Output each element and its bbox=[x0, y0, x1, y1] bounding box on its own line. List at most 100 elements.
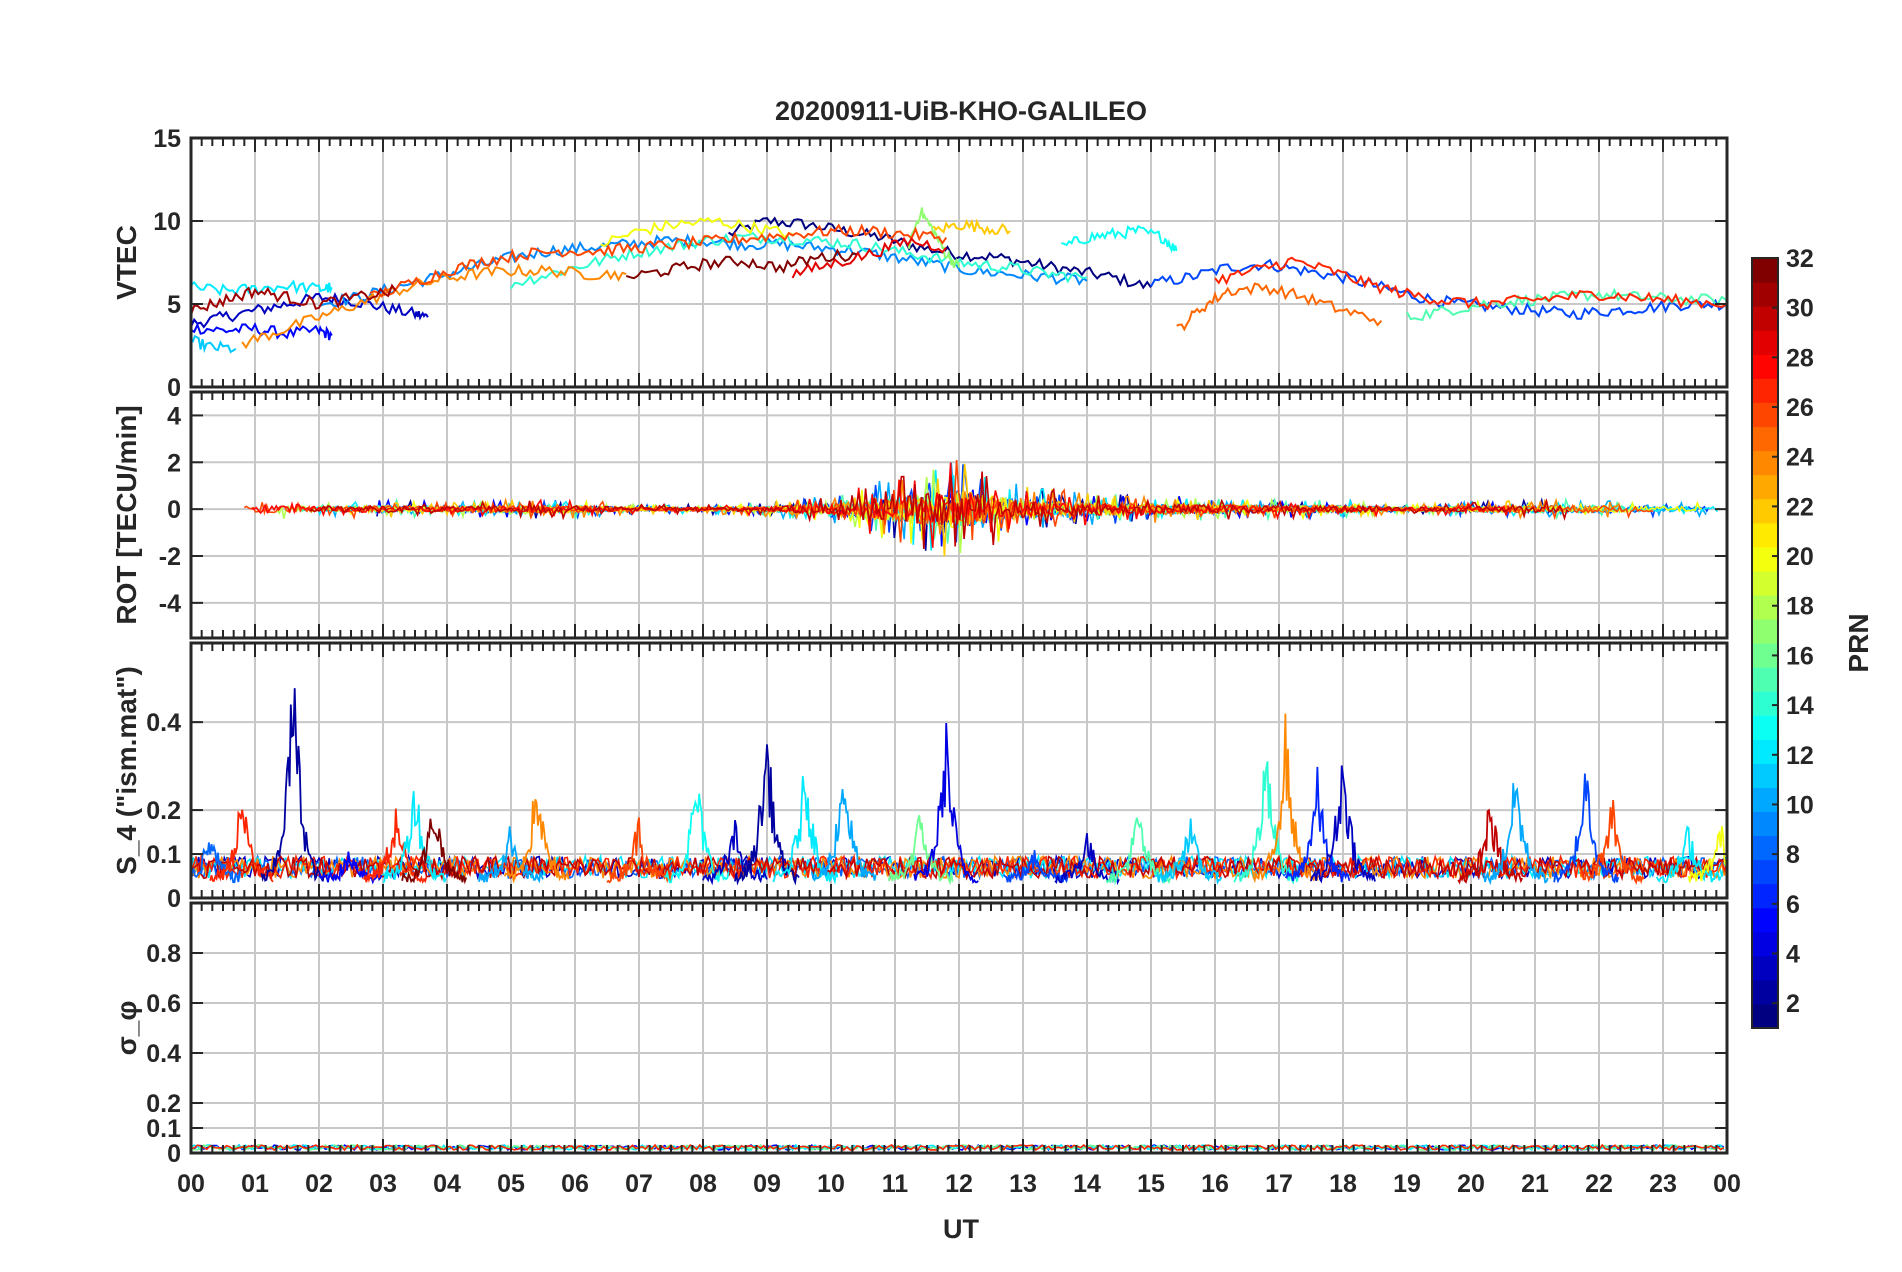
x-tick-label: 07 bbox=[625, 1170, 653, 1198]
colorbar-label: PRN bbox=[1843, 613, 1874, 672]
x-tick-label: 15 bbox=[1137, 1170, 1165, 1198]
chart-title: 20200911-UiB-KHO-GALILEO bbox=[775, 96, 1147, 126]
colorbar-tick-label: 4 bbox=[1786, 940, 1800, 968]
series-prn-29 bbox=[791, 236, 947, 279]
colorbar-tick-label: 32 bbox=[1786, 245, 1814, 273]
colorbar-tick-label: 6 bbox=[1786, 891, 1800, 919]
y-tick-label: 0.2 bbox=[146, 797, 181, 825]
y-tick-label: 0 bbox=[167, 885, 181, 913]
s4-spike-prn-7 bbox=[1553, 773, 1620, 884]
panel-3-x-ticks bbox=[190, 643, 1728, 898]
x-tick-label: 10 bbox=[817, 1170, 845, 1198]
y-tick-label: 0 bbox=[167, 496, 181, 524]
colorbar-tick-label: 28 bbox=[1786, 344, 1814, 372]
s4-spike-prn-26 bbox=[1579, 800, 1645, 885]
y-tick-label: 0 bbox=[167, 374, 181, 402]
rot-series-prn-28 bbox=[251, 462, 1512, 548]
colorbar-band bbox=[1752, 618, 1778, 644]
y-tick-label: 0.4 bbox=[146, 1040, 181, 1068]
series-prn-25 bbox=[1176, 282, 1383, 332]
s4-spike-prn-10 bbox=[810, 789, 877, 882]
s4-spike-prn-20 bbox=[1687, 826, 1727, 883]
colorbar-band bbox=[1752, 811, 1778, 837]
s4-spike-prn-5 bbox=[318, 851, 383, 885]
colorbar-tick-label: 26 bbox=[1786, 394, 1814, 422]
series-prn-1 bbox=[728, 216, 1152, 290]
colorbar-band bbox=[1752, 715, 1778, 740]
panel-2-data bbox=[243, 459, 1719, 557]
colorbar-band bbox=[1752, 691, 1778, 716]
s4-spike-prn-3 bbox=[702, 820, 768, 886]
panel-2-x-ticks bbox=[190, 392, 1728, 638]
colorbar-band bbox=[1752, 426, 1778, 452]
colorbar-tick-label: 30 bbox=[1786, 295, 1814, 323]
y-tick-label: 0.1 bbox=[146, 841, 181, 869]
y-tick-label: 0.8 bbox=[146, 940, 181, 968]
s4-spike-prn-3 bbox=[1310, 765, 1376, 884]
y-tick-label: 15 bbox=[153, 125, 181, 153]
colorbar-band bbox=[1752, 258, 1778, 283]
series-prn-31 bbox=[191, 283, 397, 316]
series-prn-3 bbox=[191, 291, 429, 329]
colorbar-band bbox=[1752, 931, 1778, 957]
s4-spike-prn-12 bbox=[382, 791, 447, 883]
series-prn-12 bbox=[191, 279, 333, 297]
colorbar-band bbox=[1752, 474, 1778, 500]
s4-spike-prn-32 bbox=[401, 818, 468, 885]
panel-4: 00.10.2 0.4 0.6 0.8 σ_φ bbox=[111, 901, 1729, 1168]
y-tick-label: 0.2 bbox=[146, 1090, 181, 1118]
x-tick-label: 03 bbox=[369, 1170, 397, 1198]
colorbar-frame bbox=[1751, 257, 1779, 1029]
colorbar-tick-label: 24 bbox=[1786, 444, 1814, 472]
colorbar-band bbox=[1752, 378, 1778, 403]
x-tick-label: 06 bbox=[561, 1170, 589, 1198]
x-tick-label: 19 bbox=[1393, 1170, 1421, 1198]
x-tick-label: 14 bbox=[1073, 1170, 1101, 1198]
y-tick-label: 0 bbox=[167, 1140, 181, 1168]
colorbar-band bbox=[1752, 835, 1778, 861]
colorbar-band bbox=[1752, 787, 1778, 813]
s4-spike-prn-10 bbox=[1482, 783, 1549, 886]
panel-3: 0 0.1 0.2 0.4S_4 ("ism.mat") bbox=[111, 641, 1729, 913]
series-prn-14 bbox=[510, 231, 1088, 290]
colorbar-band bbox=[1752, 330, 1778, 355]
colorbar-tick-label: 8 bbox=[1786, 841, 1800, 869]
colorbar-band bbox=[1752, 907, 1778, 933]
series-prn-15 bbox=[1406, 287, 1727, 322]
colorbar-band bbox=[1752, 354, 1778, 379]
y-tick-label: 4 bbox=[167, 402, 181, 430]
colorbar-band bbox=[1752, 306, 1778, 331]
s4-spike-prn-30 bbox=[1457, 808, 1524, 885]
colorbar-tick-label: 2 bbox=[1786, 990, 1800, 1018]
s4-spike-prn-16 bbox=[887, 814, 954, 886]
s4-spike-prn-4 bbox=[913, 722, 979, 885]
x-tick-label: 12 bbox=[945, 1170, 973, 1198]
s4-spike-prn-27 bbox=[209, 809, 274, 883]
y-tick-label: 0.6 bbox=[146, 990, 181, 1018]
x-axis-label: UT bbox=[943, 1214, 979, 1244]
series-prn-20 bbox=[600, 217, 793, 248]
series-prn-32 bbox=[625, 248, 857, 280]
colorbar-band bbox=[1752, 667, 1778, 692]
x-tick-label: 08 bbox=[689, 1170, 717, 1198]
series-prn-5 bbox=[191, 322, 333, 341]
s4-spike-prn-12 bbox=[772, 776, 839, 885]
s4-spike-prn-12 bbox=[1655, 825, 1722, 884]
x-tick-label: 05 bbox=[497, 1170, 525, 1198]
series-prn-13 bbox=[1061, 224, 1178, 254]
x-tick-label: 01 bbox=[241, 1170, 269, 1198]
x-tick-labels: 00 01 02 03 04 05 06 07 08 09 10 11 12 13 14 15 16 17 18 19… bbox=[177, 1170, 1741, 1198]
colorbar-tick-label: 16 bbox=[1786, 642, 1814, 670]
panel-1: 0 5 10 15 VTEC bbox=[111, 125, 1729, 402]
x-tick-label: 17 bbox=[1265, 1170, 1293, 1198]
colorbar-tick-label: 20 bbox=[1786, 543, 1814, 571]
x-tick-label: 20 bbox=[1457, 1170, 1485, 1198]
series-prn-27 bbox=[1214, 256, 1727, 311]
colorbar-band bbox=[1752, 763, 1778, 788]
colorbar-band bbox=[1752, 859, 1778, 885]
y-tick-label: 10 bbox=[153, 208, 181, 236]
rot-series-prn-24 bbox=[419, 479, 1627, 535]
x-tick-label: 21 bbox=[1521, 1170, 1549, 1198]
